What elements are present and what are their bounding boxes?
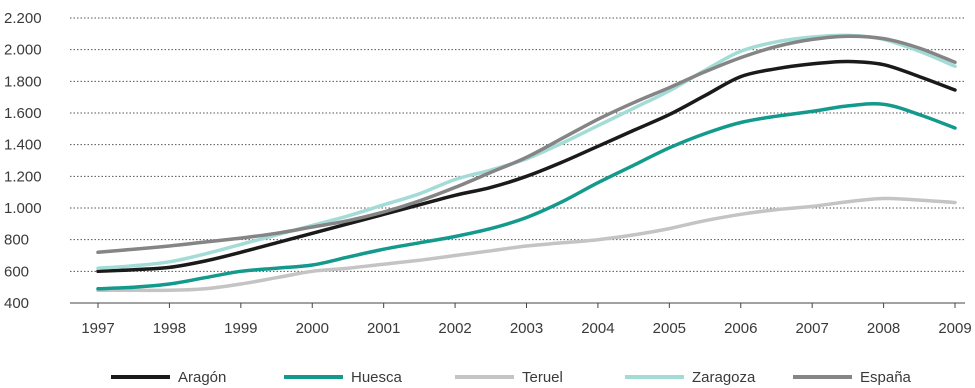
y-tick-label: 400	[4, 295, 29, 312]
y-tick-label: 2.200	[4, 10, 42, 27]
x-tick-label: 2001	[367, 320, 400, 337]
y-tick-label: 800	[4, 232, 29, 249]
series-line-huesca	[96, 101, 957, 291]
y-tick-label: 2.000	[4, 42, 42, 59]
legend: Aragón Huesca Teruel Zaragoza España	[111, 369, 912, 386]
x-tick-label: 1997	[81, 320, 114, 337]
x-tick-label: 2002	[438, 320, 471, 337]
x-tick-label: 2000	[296, 320, 329, 337]
x-tick-label: 1999	[224, 320, 257, 337]
legend-label-aragon: Aragón	[178, 369, 226, 386]
x-tick-label: 1998	[153, 320, 186, 337]
legend-label-espana: España	[860, 369, 912, 386]
series-lines	[96, 33, 957, 293]
axes: 400 600 800 1.000 1.200 1.400 1.600 1.800 2.000 2…	[4, 10, 972, 337]
legend-label-teruel: Teruel	[522, 369, 563, 386]
y-tick-label: 1.600	[4, 105, 42, 122]
y-tick-label: 1.800	[4, 73, 42, 90]
series-line-espana	[96, 34, 957, 255]
x-tick-label: 2005	[653, 320, 686, 337]
x-tick-label: 2006	[724, 320, 757, 337]
series-line-aragon	[96, 59, 957, 274]
grid	[70, 17, 965, 304]
y-tick-label: 600	[4, 263, 29, 280]
y-tick-label: 1.000	[4, 200, 42, 217]
series-line-zaragoza	[96, 33, 957, 270]
x-tick-label: 2004	[581, 320, 614, 337]
y-tick-label: 1.400	[4, 137, 42, 154]
legend-label-huesca: Huesca	[351, 369, 403, 386]
x-tick-label: 2008	[867, 320, 900, 337]
x-tick-label: 2003	[510, 320, 543, 337]
legend-label-zaragoza: Zaragoza	[692, 369, 756, 386]
y-tick-label: 1.200	[4, 168, 42, 185]
x-tick-label: 2007	[795, 320, 828, 337]
x-tick-label: 2009	[938, 320, 971, 337]
series-line-teruel	[96, 196, 957, 293]
